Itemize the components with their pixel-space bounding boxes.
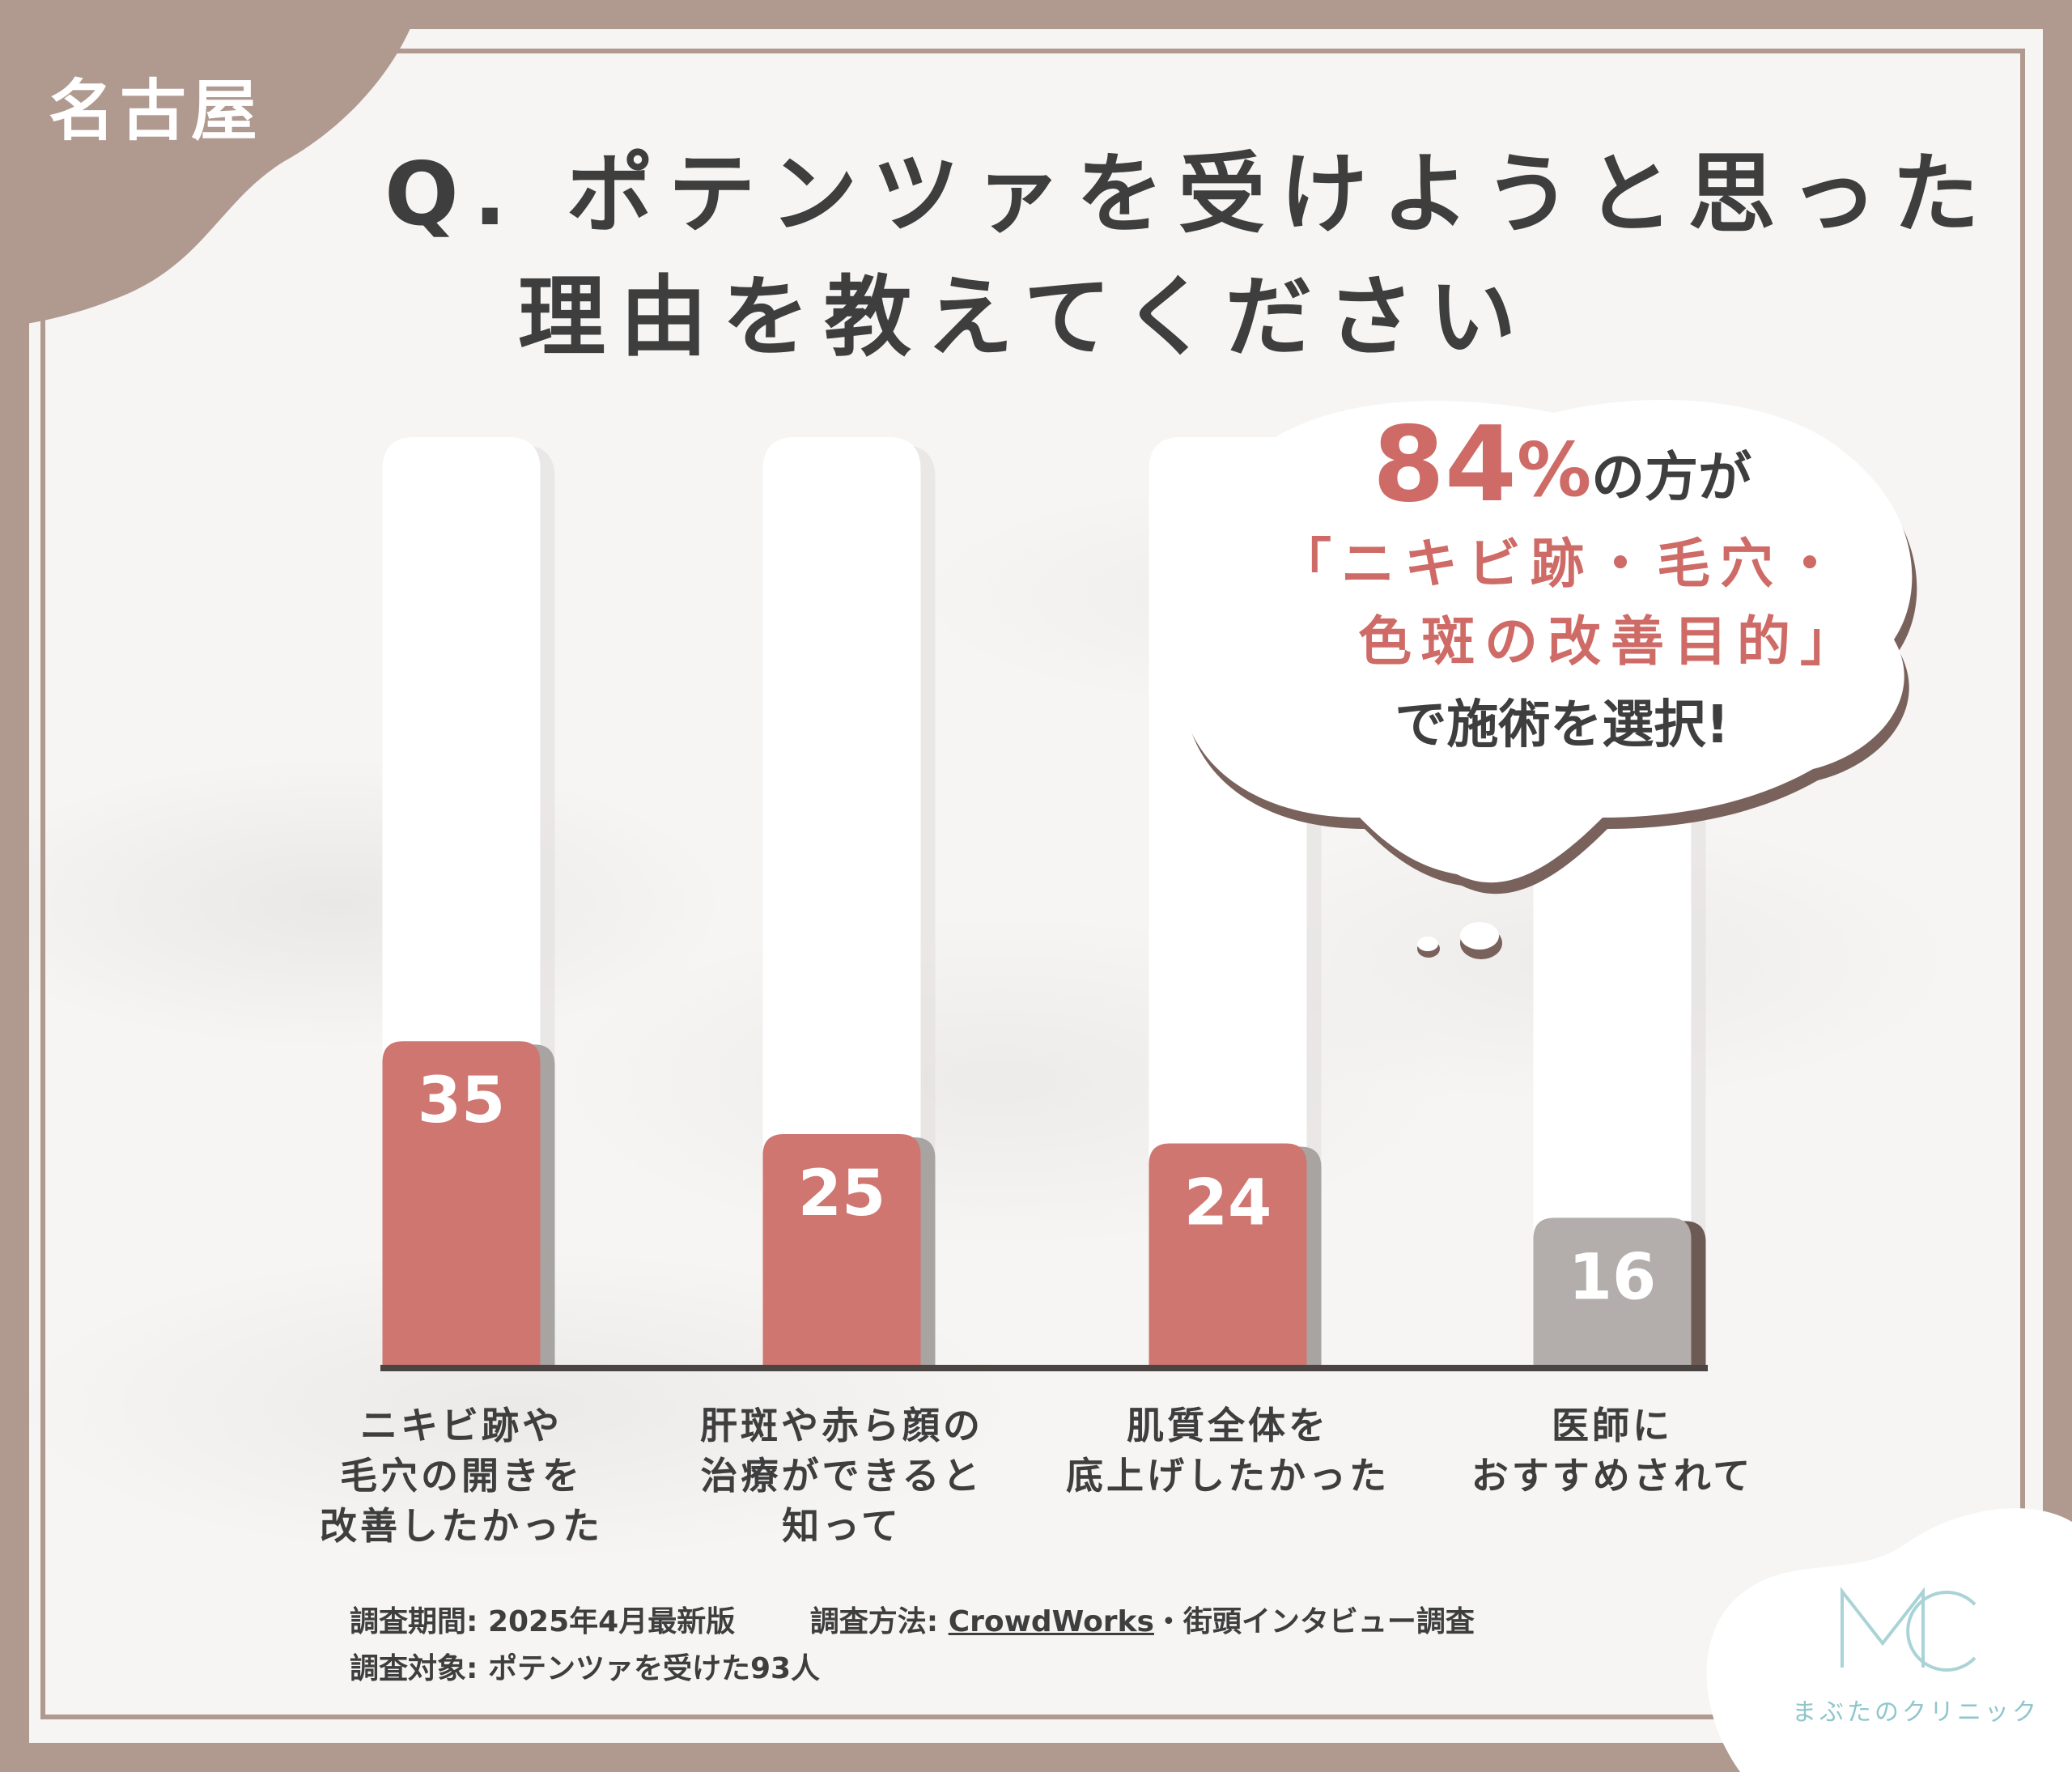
category-label: 肝斑や赤ら顔の 治療ができると 知って [648,1400,1036,1551]
category-label-line: ニキビ跡や [360,1404,563,1447]
logo-blob [1706,1508,2072,1772]
category-label-line: おすすめされて [1471,1454,1754,1498]
survey-target-label: 調査対象: [350,1652,478,1685]
survey-period-label: 調査期間: [350,1605,478,1638]
bar-value-label: 25 [798,1158,886,1230]
city-badge: 名古屋 [49,73,263,150]
bar [762,1134,921,1366]
category-label-line: 毛穴の開きを [340,1454,583,1498]
bar-value-label: 24 [1184,1166,1272,1239]
survey-line-2: 調査対象: ポテンツァを受けた93人 [350,1646,1475,1693]
callout-closing: で施術を選択! [1395,695,1730,755]
inner-frame [40,49,2025,1719]
survey-period-value: 2025年4月最新版 [487,1605,736,1638]
callout-percent-suffix: の方が [1591,446,1752,508]
callout-headline: 84%の方が [1198,405,1926,525]
question-title: Q. ポテンツァを受けようと思った 理由を教えてください [384,134,2003,380]
question-line-2: 理由を教えてください [518,267,1531,368]
callout-percent-sign: % [1516,427,1592,513]
survey-method-label: 調査方法: [809,1605,939,1638]
category-label: 医師におすすめされて [1418,1400,1807,1501]
clinic-logo-mark [1841,1587,1976,1672]
city-badge-blob [0,0,421,328]
callout-highlight-2: 色斑の改善目的」 [1358,610,1863,673]
bar-value-label: 35 [418,1064,506,1137]
callout-bubble [1174,400,1917,959]
bar [382,1041,541,1366]
question-line-1: Q. ポテンツァを受けようと思った [384,144,1994,245]
category-label: ニキビ跡や毛穴の開きを 改善したかった [267,1400,656,1551]
survey-method-rest: ・街頭インタビュー調査 [1153,1605,1475,1638]
bar [1149,1143,1307,1366]
survey-line-1: 調査期間: 2025年4月最新版 調査方法: CrowdWorks・街頭インタビ… [350,1599,1475,1646]
bar-value-label: 16 [1569,1241,1657,1314]
callout-highlight-1: 「ニキビ跡・毛穴・ [1278,533,1846,595]
category-label-line: 底上げしたかった [1066,1454,1390,1498]
survey-method-link[interactable]: CrowdWorks [948,1605,1154,1638]
category-label-line: 治療ができると [700,1454,983,1498]
callout-percent-number: 84 [1372,405,1517,525]
infographic-card [29,29,2043,1743]
survey-notes: 調査期間: 2025年4月最新版 調査方法: CrowdWorks・街頭インタビ… [350,1599,1475,1693]
callout-text: 84%の方が 「ニキビ跡・毛穴・ 色斑の改善目的」 で施術を選択! [1198,405,1926,770]
baseline-axis [380,1365,1708,1371]
category-label: 肌質全体を底上げしたかった [1034,1400,1422,1501]
clinic-logo-name: まぶたのクリニック [1792,1698,2040,1727]
category-label-line: 知って [782,1504,902,1548]
category-label-line: 肌質全体を [1127,1404,1329,1447]
survey-target-value: ポテンツァを受けた93人 [487,1652,821,1685]
bar [1533,1217,1692,1366]
category-label-line: 改善したかった [320,1504,603,1548]
category-label-line: 肝斑や赤ら顔の [700,1404,983,1447]
category-label-line: 医師に [1552,1404,1673,1447]
